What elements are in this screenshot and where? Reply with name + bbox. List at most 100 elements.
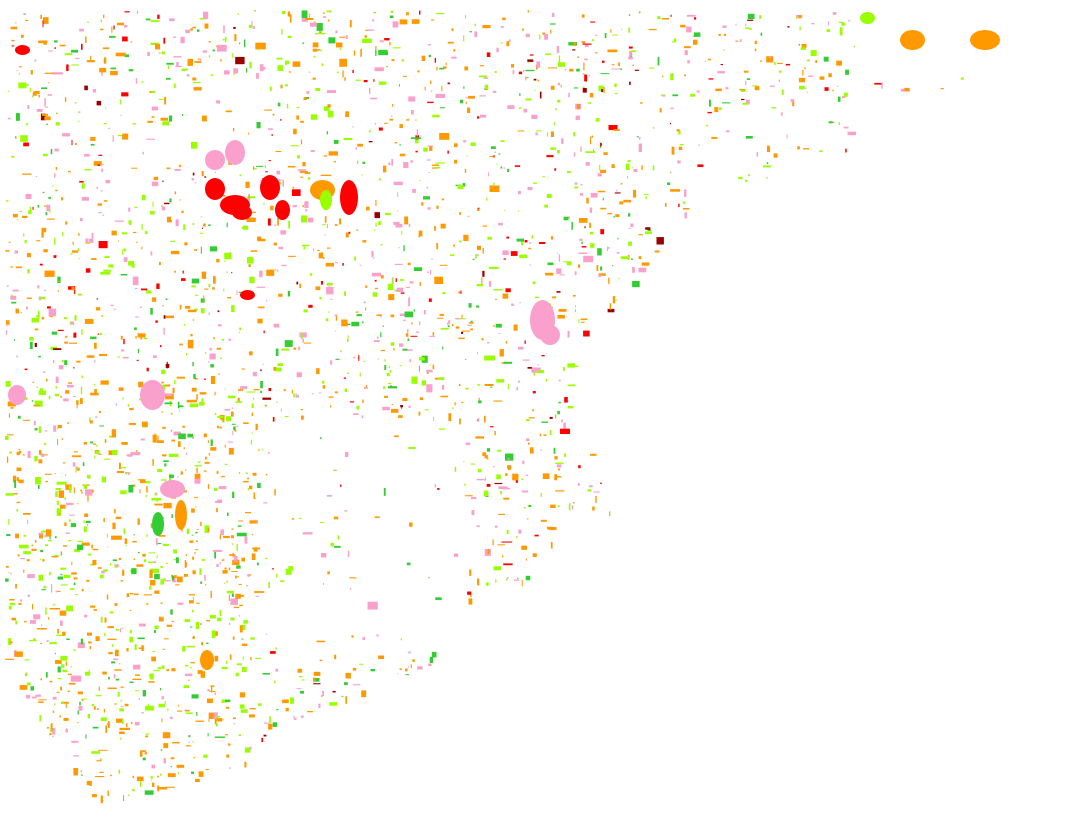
land-parcel	[749, 28, 752, 30]
land-parcel	[20, 558, 25, 560]
land-parcel	[583, 330, 590, 337]
land-parcel	[114, 703, 117, 705]
land-parcel	[293, 347, 297, 350]
land-parcel	[547, 262, 554, 266]
land-parcel	[214, 487, 218, 491]
land-parcel	[176, 557, 179, 564]
land-parcel	[154, 43, 156, 45]
land-parcel	[339, 58, 347, 67]
land-parcel	[252, 166, 255, 170]
land-parcel	[335, 30, 338, 34]
land-parcel	[76, 360, 81, 363]
land-parcel	[679, 144, 684, 146]
land-parcel	[81, 542, 90, 546]
land-parcel	[154, 573, 160, 580]
land-parcel	[301, 18, 308, 22]
land-parcel	[238, 734, 241, 736]
land-parcel	[386, 373, 390, 377]
land-parcel	[463, 86, 465, 89]
land-parcel	[774, 62, 776, 65]
land-parcel	[6, 534, 11, 536]
land-parcel	[497, 544, 506, 546]
land-parcel	[33, 638, 36, 641]
land-parcel	[78, 232, 80, 236]
land-parcel	[243, 225, 249, 230]
land-parcel	[191, 285, 196, 288]
land-parcel	[288, 71, 291, 73]
land-parcel	[182, 270, 184, 274]
land-parcel	[296, 372, 302, 378]
land-parcel	[164, 638, 169, 640]
land-parcel	[317, 249, 320, 251]
land-parcel	[579, 238, 583, 241]
land-parcel	[410, 137, 422, 139]
land-parcel	[96, 186, 99, 189]
land-parcel	[37, 205, 40, 208]
land-parcel	[686, 14, 696, 17]
land-parcel	[254, 168, 257, 170]
land-parcel	[418, 411, 421, 416]
land-parcel	[465, 15, 467, 19]
land-parcel	[291, 389, 293, 394]
land-parcel	[409, 359, 412, 363]
land-parcel	[80, 398, 83, 404]
land-parcel	[293, 128, 297, 135]
land-parcel	[454, 466, 457, 472]
land-parcel	[792, 101, 795, 107]
land-parcel	[68, 682, 76, 685]
land-parcel	[315, 286, 321, 291]
land-parcel	[147, 703, 149, 706]
land-parcel	[301, 679, 305, 681]
land-parcel	[231, 528, 234, 530]
land-parcel	[75, 466, 77, 473]
land-parcel	[103, 123, 107, 125]
land-parcel	[638, 256, 642, 260]
land-parcel	[115, 678, 120, 681]
land-parcel	[39, 715, 42, 722]
land-parcel	[111, 535, 122, 540]
land-parcel	[245, 181, 250, 188]
land-parcel	[214, 500, 219, 503]
land-parcel	[469, 569, 472, 576]
land-parcel-large	[8, 385, 26, 405]
land-parcel	[627, 159, 631, 163]
land-parcel	[465, 101, 467, 105]
land-parcel	[515, 479, 518, 483]
land-parcel	[18, 544, 29, 549]
land-parcel	[524, 240, 528, 243]
land-parcel	[531, 114, 538, 119]
land-parcel	[378, 127, 383, 131]
land-parcel	[539, 34, 541, 40]
land-parcel	[68, 519, 71, 522]
land-parcel	[333, 516, 339, 520]
land-parcel	[743, 70, 749, 73]
land-parcel	[431, 19, 435, 21]
land-parcel	[58, 365, 64, 370]
land-parcel	[57, 507, 59, 509]
land-parcel	[22, 173, 32, 175]
land-parcel	[29, 336, 34, 341]
land-parcel	[270, 205, 274, 211]
land-parcel	[389, 118, 394, 121]
land-parcel	[25, 672, 28, 676]
land-parcel	[31, 400, 34, 402]
land-parcel	[255, 42, 266, 50]
land-parcel	[335, 358, 340, 360]
land-parcel	[797, 146, 800, 150]
land-parcel	[352, 126, 354, 128]
land-parcel	[107, 721, 110, 728]
land-parcel	[222, 719, 224, 721]
land-parcel	[162, 121, 170, 126]
land-parcel	[181, 278, 186, 281]
land-parcel	[405, 333, 409, 337]
land-parcel	[247, 573, 250, 577]
land-parcel	[62, 231, 64, 237]
land-parcel	[363, 301, 366, 304]
land-parcel	[99, 574, 104, 579]
land-parcel	[458, 337, 465, 340]
land-parcel	[388, 365, 390, 369]
land-parcel	[238, 291, 242, 293]
land-parcel	[248, 264, 251, 267]
land-parcel	[89, 784, 92, 786]
land-parcel	[150, 20, 160, 23]
